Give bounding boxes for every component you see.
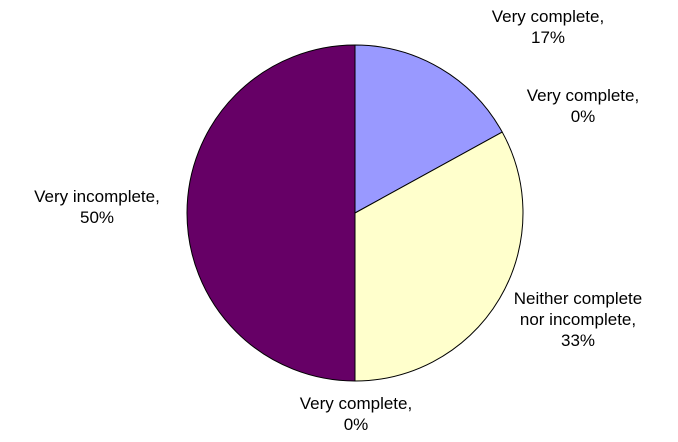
slice-label-1-line-0: Very complete, bbox=[527, 86, 639, 105]
slice-label-3-line-0: Very complete, bbox=[300, 394, 412, 413]
pie-labels: Very complete, 17% Very complete, 0% Neither… bbox=[34, 7, 642, 434]
slice-label-0: Very complete, 17% bbox=[492, 7, 604, 47]
slice-label-1-line-1: 0% bbox=[571, 107, 596, 126]
slice-label-3-line-1: 0% bbox=[344, 415, 369, 434]
slice-label-2-line-1: nor incomplete, bbox=[520, 310, 636, 329]
slice-label-2-line-0: Neither complete bbox=[514, 289, 643, 308]
slice-label-0-line-0: Very complete, bbox=[492, 7, 604, 26]
pie-slices bbox=[186, 44, 524, 382]
slice-label-1: Very complete, 0% bbox=[527, 86, 639, 126]
slice-label-4-line-1: 50% bbox=[80, 208, 114, 227]
pie-slice-4 bbox=[186, 44, 356, 382]
slice-label-2-line-2: 33% bbox=[561, 331, 595, 350]
pie-slice-0 bbox=[354, 44, 503, 214]
slice-label-2: Neither complete nor incomplete, 33% bbox=[514, 289, 643, 350]
slice-label-0-line-1: 17% bbox=[531, 28, 565, 47]
slice-label-4: Very incomplete, 50% bbox=[34, 187, 160, 227]
slice-label-4-line-0: Very incomplete, bbox=[34, 187, 160, 206]
slice-label-3: Very complete, 0% bbox=[300, 394, 412, 434]
pie-slice-2 bbox=[354, 131, 524, 382]
